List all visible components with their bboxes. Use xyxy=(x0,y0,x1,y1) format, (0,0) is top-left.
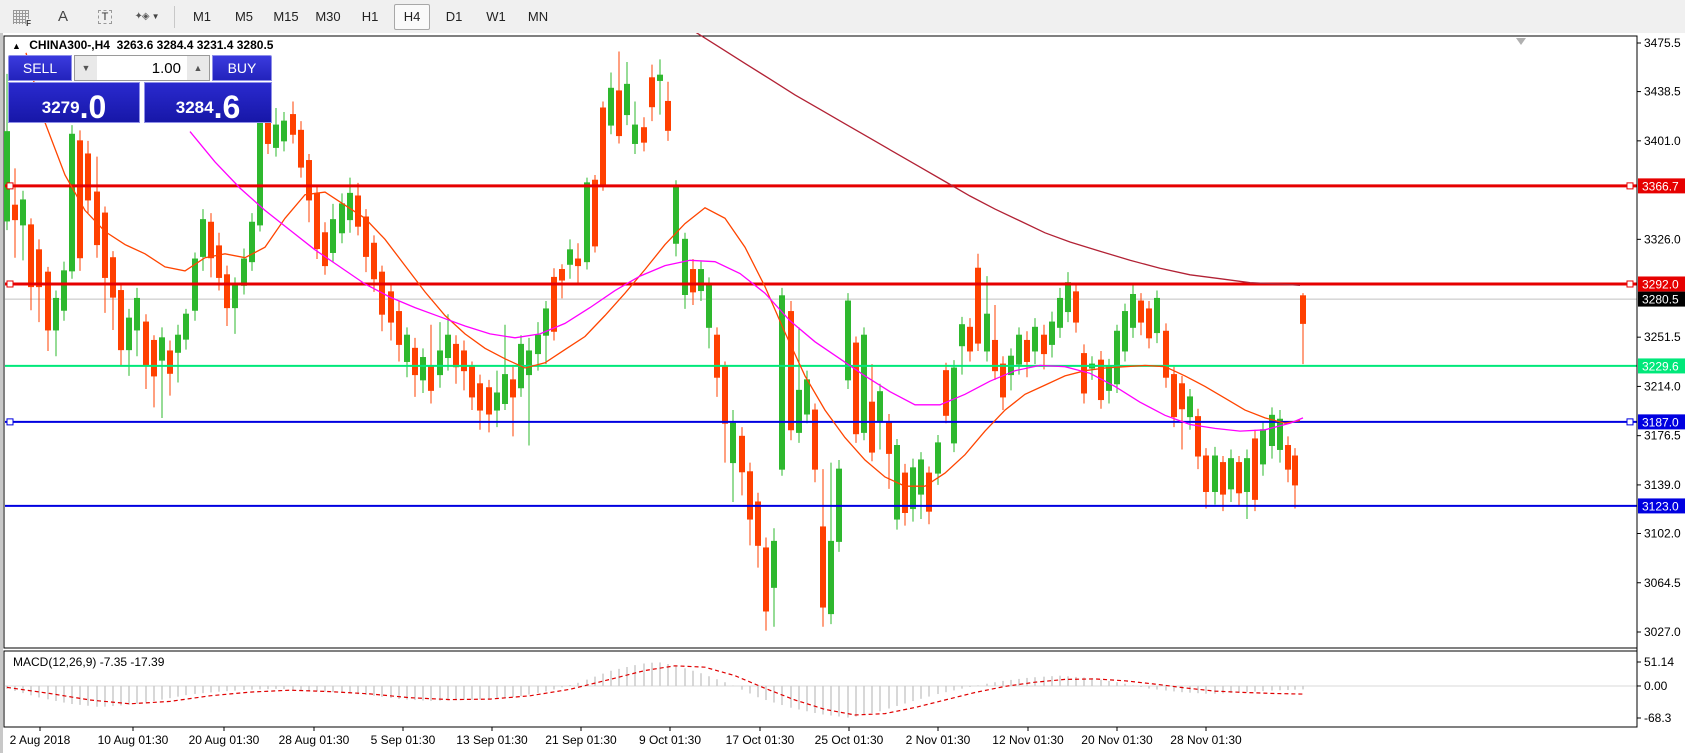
letter-a-icon: A xyxy=(57,8,68,25)
timeframe-h1-button[interactable]: H1 xyxy=(361,9,379,24)
svg-text:3214.0: 3214.0 xyxy=(1644,379,1681,393)
svg-text:13 Sep 01:30: 13 Sep 01:30 xyxy=(456,733,528,747)
svg-text:3123.0: 3123.0 xyxy=(1642,499,1679,513)
sell-button[interactable]: SELL xyxy=(8,55,72,81)
chevron-down-icon: ▼ xyxy=(151,12,160,21)
grid-icon: F xyxy=(13,9,31,28)
svg-text:3027.0: 3027.0 xyxy=(1644,625,1681,639)
svg-text:3187.0: 3187.0 xyxy=(1642,415,1679,429)
svg-text:28 Aug 01:30: 28 Aug 01:30 xyxy=(279,733,350,747)
toolbar-separator xyxy=(174,5,175,28)
chart-frame xyxy=(3,35,1638,728)
sell-price-pips: .0 xyxy=(79,89,107,125)
svg-text:12 Nov 01:30: 12 Nov 01:30 xyxy=(992,733,1064,747)
timeframe-m1-button[interactable]: M1 xyxy=(192,9,212,24)
svg-text:3176.5: 3176.5 xyxy=(1644,429,1681,443)
svg-text:25 Oct 01:30: 25 Oct 01:30 xyxy=(815,733,884,747)
timeframe-mn-button[interactable]: MN xyxy=(527,9,549,24)
volume-stepper: ▼ ▲ xyxy=(74,55,210,81)
macd-indicator-label: MACD(12,26,9) -7.35 -17.39 xyxy=(13,655,165,669)
svg-text:3326.0: 3326.0 xyxy=(1644,232,1681,246)
volume-decrease-button[interactable]: ▼ xyxy=(75,56,97,80)
buy-price-pips: .6 xyxy=(213,89,241,125)
arrow-down-icon: ▼ xyxy=(81,63,91,73)
candles xyxy=(4,51,1306,631)
svg-text:10 Aug 01:30: 10 Aug 01:30 xyxy=(98,733,169,747)
sell-button-label: SELL xyxy=(22,60,58,76)
svg-text:51.14: 51.14 xyxy=(1644,655,1674,669)
timeframe-m30-button[interactable]: M30 xyxy=(315,9,341,24)
buy-price: 3284 xyxy=(175,98,214,117)
volume-input[interactable] xyxy=(97,56,187,80)
chart-header: ▲ CHINA300-,H4 3263.6 3284.4 3231.4 3280… xyxy=(12,38,273,52)
svg-text:3229.6: 3229.6 xyxy=(1642,359,1679,373)
timeframe-m15-button[interactable]: M15 xyxy=(273,9,299,24)
chart-window: 3475.5 3438.5 3401.0 3326.0 3251.5 3214.0 3176… xyxy=(0,33,1685,753)
svg-text:5 Sep 01:30: 5 Sep 01:30 xyxy=(371,733,436,747)
svg-text:3292.0: 3292.0 xyxy=(1642,277,1679,291)
toolbar: F A T ✦◈ ▼ M1 M5 M15 M30 H1 H4 D1 W1 MN xyxy=(0,0,1685,34)
price-chart[interactable]: 3475.5 3438.5 3401.0 3326.0 3251.5 3214.0 3176… xyxy=(0,33,1685,753)
symbol-title: CHINA300-,H4 xyxy=(29,38,110,52)
ohlc-values: 3263.6 3284.4 3231.4 3280.5 xyxy=(116,38,274,52)
svg-text:21 Sep 01:30: 21 Sep 01:30 xyxy=(545,733,617,747)
svg-text:3366.7: 3366.7 xyxy=(1642,179,1679,193)
svg-text:20 Aug 01:30: 20 Aug 01:30 xyxy=(189,733,260,747)
svg-text:3475.5: 3475.5 xyxy=(1644,36,1681,50)
svg-text:3139.0: 3139.0 xyxy=(1644,478,1681,492)
svg-text:20 Nov 01:30: 20 Nov 01:30 xyxy=(1081,733,1153,747)
crosshair-grid-tool-button[interactable]: F xyxy=(3,4,39,30)
svg-text:-68.3: -68.3 xyxy=(1644,711,1672,725)
collapse-triangle-icon[interactable]: ▲ xyxy=(12,41,21,51)
timeframe-m5-button[interactable]: M5 xyxy=(234,9,254,24)
one-click-trading-widget: SELL ▼ ▲ BUY 3279 .0 3284 .6 xyxy=(8,55,272,124)
price-axis[interactable]: 3475.5 3438.5 3401.0 3326.0 3251.5 3214.0 3176… xyxy=(1636,36,1685,727)
buy-button-label: BUY xyxy=(227,60,257,76)
text-box-icon: T xyxy=(97,9,113,24)
horizontal-lines[interactable] xyxy=(5,182,1637,507)
shapes-icon: ✦◈ xyxy=(134,11,150,22)
svg-text:3251.5: 3251.5 xyxy=(1644,330,1681,344)
svg-text:2 Nov 01:30: 2 Nov 01:30 xyxy=(906,733,971,747)
arrows-shapes-tool-button[interactable]: ✦◈ ▼ xyxy=(129,4,165,30)
sell-price: 3279 xyxy=(41,98,80,117)
timeframe-w1-button[interactable]: W1 xyxy=(486,9,506,24)
svg-text:3064.5: 3064.5 xyxy=(1644,576,1681,590)
svg-text:17 Oct 01:30: 17 Oct 01:30 xyxy=(726,733,795,747)
text-label-tool-button[interactable]: A xyxy=(45,4,81,30)
svg-text:3280.5: 3280.5 xyxy=(1642,293,1679,307)
svg-text:28 Nov 01:30: 28 Nov 01:30 xyxy=(1170,733,1242,747)
timeframe-d1-button[interactable]: D1 xyxy=(445,9,463,24)
svg-text:9 Oct 01:30: 9 Oct 01:30 xyxy=(639,733,701,747)
ma-slow-line xyxy=(695,33,1301,286)
svg-text:3401.0: 3401.0 xyxy=(1644,134,1681,148)
macd-pane xyxy=(5,662,1637,718)
svg-text:2 Aug 2018: 2 Aug 2018 xyxy=(10,733,71,747)
timeframe-group: M1 M5 M15 M30 H1 H4 D1 W1 MN xyxy=(181,3,559,30)
buy-price-panel[interactable]: 3284 .6 xyxy=(144,82,272,123)
chart-shift-marker-icon[interactable] xyxy=(1516,38,1526,45)
buy-button[interactable]: BUY xyxy=(212,55,272,81)
svg-text:3438.5: 3438.5 xyxy=(1644,85,1681,99)
timeframe-h4-button[interactable]: H4 xyxy=(394,3,430,30)
ma-fast-line xyxy=(25,52,1301,487)
text-box-tool-button[interactable]: T xyxy=(87,4,123,30)
sell-price-panel[interactable]: 3279 .0 xyxy=(8,82,140,123)
svg-text:0.00: 0.00 xyxy=(1644,679,1668,693)
ma-mid-line xyxy=(189,131,1304,432)
volume-increase-button[interactable]: ▲ xyxy=(187,56,209,80)
svg-text:3102.0: 3102.0 xyxy=(1644,527,1681,541)
arrow-up-icon: ▲ xyxy=(193,63,203,73)
time-axis[interactable]: 2 Aug 2018 10 Aug 01:30 20 Aug 01:30 28 Aug… xyxy=(10,727,1242,747)
